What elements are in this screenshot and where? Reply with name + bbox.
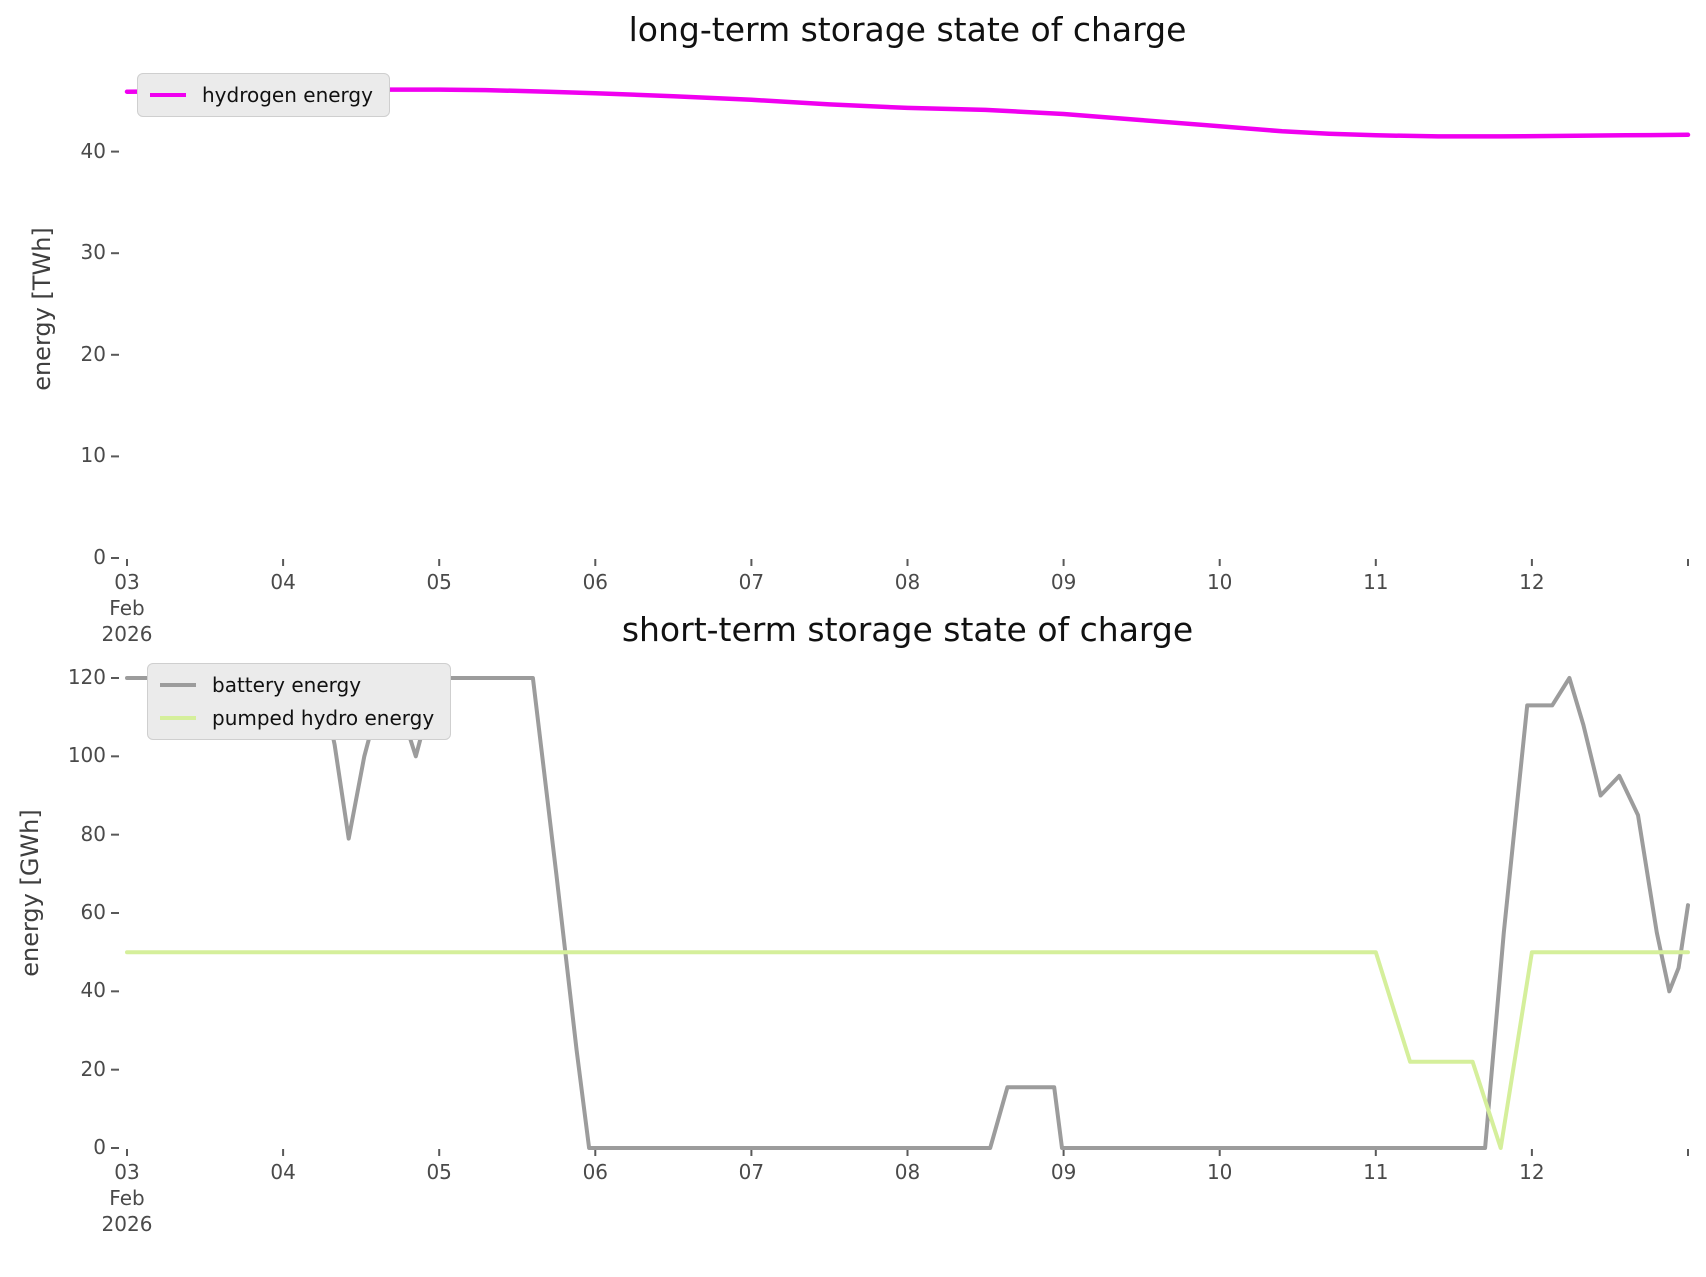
x-tick-label: 04: [270, 570, 296, 594]
y-tick-label: 0: [93, 545, 106, 569]
legend-line-sample: [160, 716, 196, 720]
legend-label: battery energy: [212, 673, 362, 697]
x-tick-label: 11: [1363, 570, 1389, 594]
x-tick-label: 08: [894, 1160, 921, 1184]
x-tick-label: 07: [738, 1160, 765, 1184]
x-tick-label: 08: [894, 570, 921, 594]
x-tick-label: 03: [114, 570, 140, 594]
pumped-hydro-energy-line: [125, 950, 1690, 1150]
x-tick-label: 06: [582, 570, 609, 594]
legend-label: pumped hydro energy: [212, 706, 435, 730]
hydrogen-energy-line: [124, 87, 1691, 139]
y-tick-label: 60: [80, 899, 106, 924]
y-tick-label: 40: [80, 978, 106, 1003]
x-axis-date-sublabel: 2026: [101, 1212, 153, 1236]
y-tick-label: 10: [80, 443, 106, 468]
bottom-chart-legend: battery energy pumped hydro energy: [147, 663, 452, 740]
legend-line-sample: [150, 93, 186, 97]
legend-entry: pumped hydro energy: [160, 706, 434, 730]
x-tick-label: 04: [270, 1160, 296, 1184]
x-tick-label: 06: [582, 1160, 609, 1184]
x-axis-date-sublabel: Feb: [109, 596, 145, 620]
top-chart-title: long-term storage state of charge: [628, 10, 1187, 49]
legend-entry: battery energy: [160, 673, 434, 697]
x-axis-date-sublabel: 2026: [101, 622, 153, 646]
top-chart-y-axis-label: energy [TWh]: [28, 227, 56, 391]
x-tick-label: 07: [738, 570, 765, 594]
y-tick-label: 20: [80, 1056, 106, 1081]
x-tick-label: 12: [1519, 570, 1545, 594]
bottom-chart-title: short-term storage state of charge: [621, 610, 1194, 649]
x-tick-label: 11: [1363, 1160, 1389, 1184]
y-tick-label: 100: [67, 743, 106, 768]
x-tick-label: 05: [426, 570, 452, 594]
x-axis-date-sublabel: Feb: [109, 1186, 145, 1210]
x-tick-label: 03: [114, 1160, 140, 1184]
y-tick-label: 120: [67, 664, 106, 689]
x-tick-label: 10: [1206, 570, 1233, 594]
battery-energy-line: [125, 676, 1690, 1150]
x-tick-label: 10: [1206, 1160, 1233, 1184]
legend-line-sample: [160, 683, 196, 687]
x-tick-label: 05: [426, 1160, 452, 1184]
x-tick-label: 09: [1050, 1160, 1077, 1184]
legend-entry: hydrogen energy: [150, 83, 373, 107]
top-chart-legend: hydrogen energy: [137, 73, 390, 117]
y-tick-label: 40: [80, 138, 106, 163]
y-tick-label: 30: [80, 240, 106, 265]
y-tick-label: 0: [93, 1135, 106, 1159]
x-tick-label: 12: [1519, 1160, 1545, 1184]
y-tick-label: 80: [80, 821, 106, 846]
legend-label: hydrogen energy: [202, 83, 373, 107]
x-tick-label: 09: [1050, 570, 1077, 594]
y-tick-label: 20: [80, 341, 106, 366]
